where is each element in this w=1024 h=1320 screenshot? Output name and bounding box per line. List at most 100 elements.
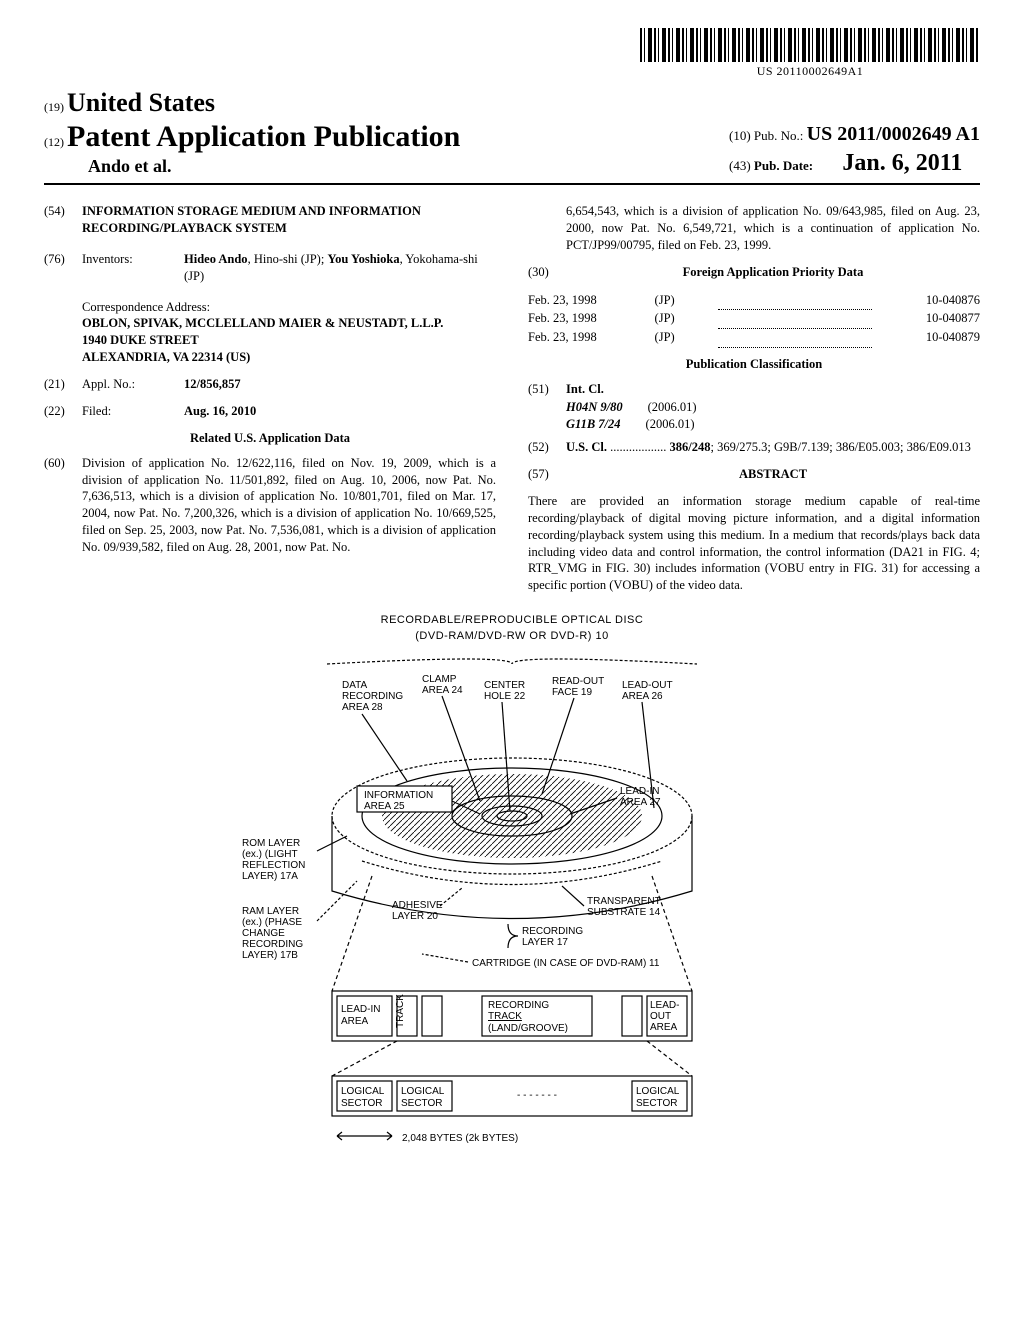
svg-text:OUT: OUT	[650, 1011, 671, 1022]
lbl-rom: ROM LAYER	[242, 838, 300, 849]
field-22: (22) Filed: Aug. 16, 2010	[44, 403, 496, 420]
lbl-readface: READ-OUT	[552, 676, 604, 687]
code-52: (52)	[528, 439, 566, 456]
svg-text:AREA: AREA	[650, 1022, 678, 1033]
lbl-leadin: LEAD-IN	[620, 786, 659, 797]
lbl-rectrack: RECORDING	[488, 1000, 549, 1011]
svg-text:LAYER) 17B: LAYER) 17B	[242, 950, 298, 961]
priority-num: 10-040877	[872, 309, 980, 328]
svg-text:- - - - - - -: - - - - - - -	[517, 1090, 557, 1101]
svg-text:AREA 24: AREA 24	[422, 685, 463, 696]
code-76: (76)	[44, 251, 82, 285]
label-applno: Appl. No.:	[82, 376, 184, 393]
code-22: (22)	[44, 403, 82, 420]
intcl-list: H04N 9/80 (2006.01) G11B 7/24 (2006.01)	[566, 399, 980, 433]
priority-row: Feb. 23, 1998 (JP) 10-040879	[528, 328, 980, 347]
svg-text:RECORDING: RECORDING	[342, 691, 403, 702]
svg-text:AREA 27: AREA 27	[620, 797, 661, 808]
field-54: (54) INFORMATION STORAGE MEDIUM AND INFO…	[44, 203, 496, 237]
intcl-row: G11B 7/24 (2006.01)	[566, 416, 980, 433]
intcl-ver: (2006.01)	[646, 417, 695, 431]
title: INFORMATION STORAGE MEDIUM AND INFORMATI…	[82, 203, 496, 237]
lbl-cartridge: CARTRIDGE (IN CASE OF DVD-RAM) 11	[472, 958, 660, 969]
svg-text:TRACK: TRACK	[488, 1011, 522, 1022]
correspondence: Correspondence Address: OBLON, SPIVAK, M…	[82, 299, 496, 367]
priority-date: Feb. 23, 1998	[528, 291, 655, 310]
authors: Ando et al.	[44, 156, 460, 177]
lbl-logical-2: LOGICAL	[401, 1086, 445, 1097]
priority-row: Feb. 23, 1998 (JP) 10-040876	[528, 291, 980, 310]
field-52: (52) U.S. Cl. .................. 386/248…	[528, 439, 980, 456]
barcode-bars	[640, 28, 980, 62]
priority-ctry: (JP)	[655, 309, 718, 328]
svg-text:SUBSTRATE 14: SUBSTRATE 14	[587, 907, 661, 918]
content-columns: (54) INFORMATION STORAGE MEDIUM AND INFO…	[44, 203, 980, 594]
lbl-info: INFORMATION	[364, 790, 433, 801]
related-text: Division of application No. 12/622,116, …	[82, 455, 496, 556]
lbl-data-rec: DATA	[342, 680, 368, 691]
pubclass-title: Publication Classification	[528, 356, 980, 373]
svg-text:AREA 28: AREA 28	[342, 702, 383, 713]
label-filed: Filed:	[82, 403, 184, 420]
svg-text:RECORDING: RECORDING	[242, 939, 303, 950]
priority-dots	[718, 309, 872, 328]
lbl-reclayer: RECORDING	[522, 926, 583, 937]
barcode-text: US 20110002649A1	[640, 64, 980, 79]
lbl-ram: RAM LAYER	[242, 906, 299, 917]
svg-text:REFLECTION: REFLECTION	[242, 860, 305, 871]
related-title: Related U.S. Application Data	[44, 430, 496, 447]
barcode-region: US 20110002649A1	[44, 28, 980, 80]
fig-title-2: (DVD-RAM/DVD-RW OR DVD-R) 10	[44, 630, 980, 642]
lbl-leadout-area: LEAD-	[650, 1000, 679, 1011]
barcode: US 20110002649A1	[640, 28, 980, 79]
priority-table: Feb. 23, 1998 (JP) 10-040876 Feb. 23, 19…	[528, 291, 980, 348]
label-inventors: Inventors:	[82, 251, 184, 285]
lbl-clamp: CLAMP	[422, 674, 457, 685]
inventor-2: You Yoshioka	[327, 252, 399, 266]
svg-text:AREA: AREA	[341, 1016, 369, 1027]
foreign-title: Foreign Application Priority Data	[566, 264, 980, 281]
lbl-logical-3: LOGICAL	[636, 1086, 680, 1097]
priority-date: Feb. 23, 1998	[528, 309, 655, 328]
left-column: (54) INFORMATION STORAGE MEDIUM AND INFO…	[44, 203, 496, 594]
priority-dots	[718, 328, 872, 347]
priority-num: 10-040876	[872, 291, 980, 310]
svg-text:AREA 25: AREA 25	[364, 801, 405, 812]
svg-text:HOLE 22: HOLE 22	[484, 691, 526, 702]
lbl-adhesive: ADHESIVE	[392, 900, 443, 911]
pubdate: Jan. 6, 2011	[842, 150, 962, 176]
svg-text:AREA 26: AREA 26	[622, 691, 663, 702]
svg-text:LAYER 20: LAYER 20	[392, 911, 438, 922]
corr-label: Correspondence Address:	[82, 299, 496, 316]
intcl-row: H04N 9/80 (2006.01)	[566, 399, 980, 416]
pubno: US 2011/0002649 A1	[807, 123, 980, 145]
svg-text:CHANGE: CHANGE	[242, 928, 285, 939]
field-60: (60) Division of application No. 12/622,…	[44, 455, 496, 556]
svg-text:SECTOR: SECTOR	[341, 1098, 383, 1109]
lbl-leadout: LEAD-OUT	[622, 680, 673, 691]
country: United States	[67, 88, 215, 117]
intcl-cls: G11B 7/24	[566, 417, 621, 431]
priority-date: Feb. 23, 1998	[528, 328, 655, 347]
intcl-ver: (2006.01)	[648, 400, 697, 414]
line-12: (12) Patent Application Publication	[44, 120, 460, 154]
lbl-bytes: 2,048 BYTES (2k BYTES)	[402, 1133, 518, 1144]
fig-title-1: RECORDABLE/REPRODUCIBLE OPTICAL DISC	[44, 614, 980, 626]
figure-area: RECORDABLE/REPRODUCIBLE OPTICAL DISC (DV…	[44, 614, 980, 1181]
disc-figure: DATA RECORDING AREA 28 CLAMP AREA 24 CEN…	[222, 646, 802, 1176]
code-19: (19)	[44, 100, 64, 114]
filed-date: Aug. 16, 2010	[184, 403, 496, 420]
header-left: (19) United States (12) Patent Applicati…	[44, 88, 460, 177]
field-21: (21) Appl. No.: 12/856,857	[44, 376, 496, 393]
lbl-leadin-area: LEAD-IN	[341, 1004, 380, 1015]
header-row: (19) United States (12) Patent Applicati…	[44, 88, 980, 185]
priority-dots	[718, 291, 872, 310]
svg-text:SECTOR: SECTOR	[401, 1098, 443, 1109]
right-column: 6,654,543, which is a division of applic…	[528, 203, 980, 594]
inventor-1: Hideo Ando	[184, 252, 248, 266]
priority-ctry: (JP)	[655, 328, 718, 347]
svg-text:SECTOR: SECTOR	[636, 1098, 678, 1109]
lbl-center: CENTER	[484, 680, 525, 691]
priority-row: Feb. 23, 1998 (JP) 10-040877	[528, 309, 980, 328]
field-30: (30) Foreign Application Priority Data	[528, 264, 980, 281]
